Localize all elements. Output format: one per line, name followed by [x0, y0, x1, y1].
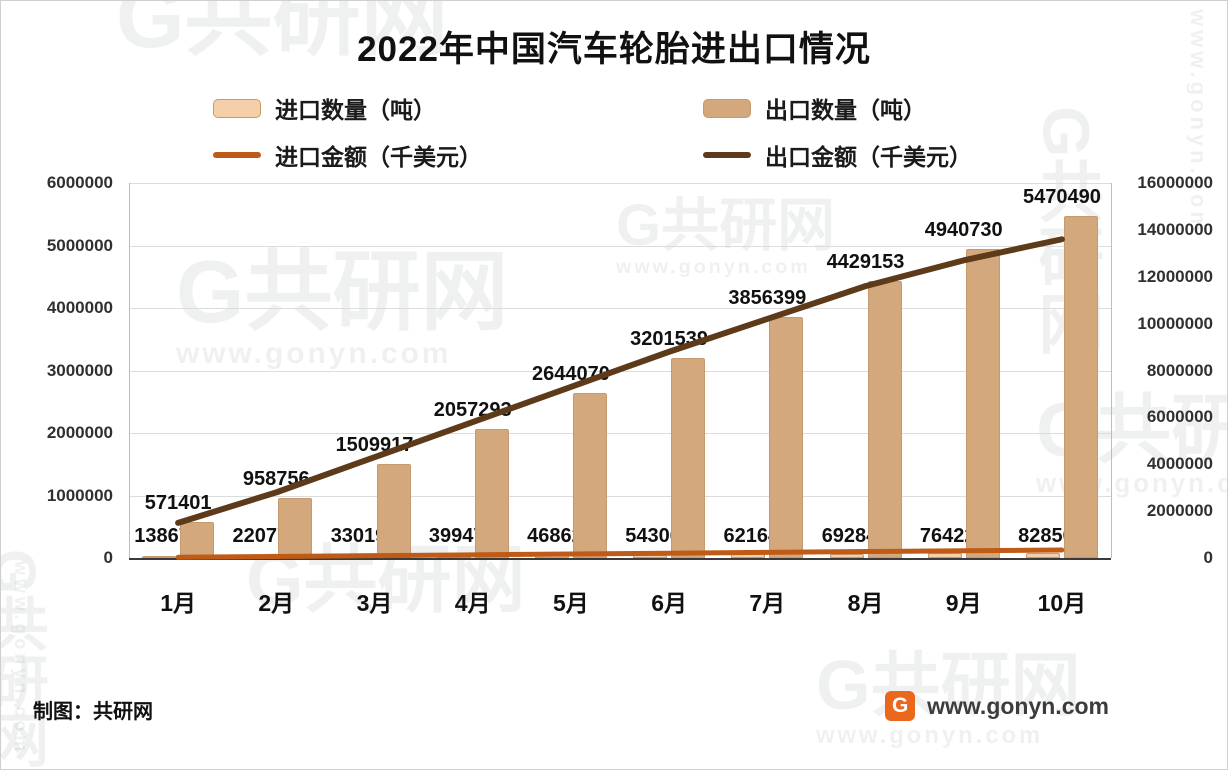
- y-axis-right-tick: 14000000: [1137, 219, 1213, 239]
- y-axis-left-tick: 1000000: [46, 485, 113, 505]
- import-quantity-label: 39947: [428, 525, 485, 547]
- bar-import-quantity: [927, 553, 962, 558]
- footer-site-url: www.gonyn.com: [927, 692, 1109, 719]
- y-axis-left-tick: 2000000: [46, 423, 113, 442]
- gonyn-logo-icon: G: [885, 691, 916, 721]
- legend-item-label: 进口数量（吨）: [275, 97, 436, 123]
- x-axis-line: [129, 558, 1111, 560]
- line-export-amount: [175, 236, 1065, 526]
- export-quantity-label: 5470490: [1022, 186, 1101, 209]
- legend-bar-swatch-icon: [703, 98, 751, 118]
- footer-credit: 制图：共研网: [33, 701, 153, 723]
- import-quantity-label: 76422: [919, 525, 976, 547]
- legend-item: 出口数量（吨）: [703, 91, 926, 125]
- import-quantity-label: 82850: [1018, 525, 1074, 547]
- y-axis-left-tick: 3000000: [46, 360, 113, 380]
- legend-line-swatch-icon: [213, 152, 261, 158]
- gridline: [129, 308, 1111, 309]
- legend-line-swatch-icon: [703, 152, 751, 158]
- line-import-amount: [175, 547, 1065, 560]
- y-axis-left-tick: 5000000: [46, 235, 113, 255]
- y-axis-left-tick: 6000000: [46, 173, 113, 192]
- footer-site: G www.gonyn.com: [885, 691, 1109, 721]
- legend-item: 出口金额（千美元）: [703, 138, 972, 172]
- x-axis-month-label: 7月: [749, 590, 786, 616]
- x-axis-month-label: 1月: [160, 590, 196, 616]
- y-axis-right-tick: 0: [1203, 548, 1213, 567]
- bar-export-quantity: [278, 498, 313, 558]
- import-quantity-label: 22077: [232, 525, 289, 547]
- export-quantity-label: 4429153: [826, 251, 905, 274]
- bar-export-quantity: [572, 392, 607, 558]
- import-quantity-label: 33019: [330, 525, 387, 547]
- bar-import-quantity: [1025, 552, 1060, 558]
- legend-item: 进口数量（吨）: [213, 91, 436, 125]
- y-axis-right-tick: 4000000: [1146, 454, 1213, 474]
- y-axis-right-tick: 10000000: [1137, 313, 1213, 333]
- legend: 进口数量（吨） 出口数量（吨） 进口金额（千美元） 出口金额（千美元）: [1, 1, 1227, 181]
- x-axis-month-label: 6月: [651, 590, 687, 616]
- export-quantity-label: 3856399: [728, 286, 807, 309]
- bar-export-quantity: [376, 463, 411, 558]
- gridline: [129, 433, 1111, 434]
- gridline: [129, 245, 1111, 247]
- bar-export-quantity: [867, 281, 902, 558]
- import-quantity-label: 13867: [134, 525, 190, 547]
- bar-export-quantity: [1063, 216, 1098, 558]
- x-axis-month-label: 3月: [356, 590, 393, 616]
- bar-export-quantity: [671, 357, 706, 558]
- y-axis-left-tick: 0: [103, 548, 113, 567]
- y-axis-right-line: [1111, 183, 1112, 558]
- import-quantity-label: 54306: [625, 525, 681, 547]
- bar-import-quantity: [142, 556, 177, 558]
- y-axis-right-tick: 16000000: [1137, 173, 1213, 192]
- import-quantity-label: 62164: [723, 525, 780, 547]
- legend-item-label: 出口金额（千美元）: [765, 144, 972, 170]
- bar-export-quantity: [769, 316, 804, 558]
- x-axis-month-label: 5月: [552, 590, 589, 616]
- x-axis-month-label: 4月: [454, 590, 491, 616]
- legend-bar-swatch-icon: [213, 98, 261, 118]
- y-axis-left-tick: 4000000: [46, 298, 113, 317]
- x-axis-month-label: 10月: [1037, 590, 1087, 616]
- y-axis-right-tick: 6000000: [1146, 407, 1213, 427]
- chart-title: 2022年中国汽车轮胎进出口情况: [357, 30, 871, 69]
- legend-item-label: 进口金额（千美元）: [275, 144, 482, 170]
- gridline: [129, 183, 1111, 184]
- y-axis-right-tick: 12000000: [1137, 266, 1213, 286]
- bar-export-quantity: [965, 249, 1000, 558]
- legend-item: 进口金额（千美元）: [213, 138, 482, 172]
- y-axis-right-tick: 8000000: [1146, 360, 1213, 380]
- y-axis-left-line: [129, 183, 130, 558]
- x-axis-month-label: 2月: [258, 590, 295, 616]
- import-quantity-label: 69284: [821, 525, 878, 547]
- export-quantity-label: 4940730: [924, 219, 1003, 242]
- legend-item-label: 出口数量（吨）: [765, 97, 926, 123]
- gridline: [129, 495, 1111, 497]
- line-series-layer: [175, 236, 1065, 560]
- import-quantity-label: 46862: [527, 525, 583, 547]
- export-quantity-label: 571401: [144, 492, 212, 515]
- y-axis-right-tick: 2000000: [1146, 501, 1213, 521]
- x-axis-month-label: 9月: [945, 590, 982, 616]
- bar-export-quantity: [474, 429, 509, 558]
- x-axis-month-label: 8月: [847, 590, 884, 616]
